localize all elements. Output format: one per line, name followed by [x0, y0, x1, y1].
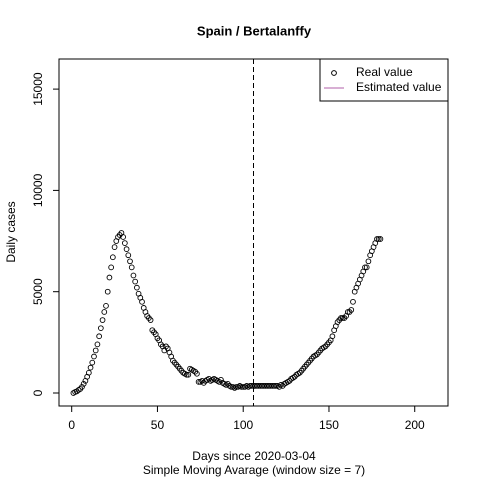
- point: [120, 234, 126, 240]
- point: [348, 307, 355, 313]
- point: [79, 384, 85, 390]
- point: [110, 254, 116, 261]
- point: [350, 298, 356, 305]
- legend-symbol: [331, 70, 337, 76]
- point: [106, 274, 113, 281]
- y-tick-label: 0: [31, 389, 45, 396]
- point: [194, 370, 200, 377]
- point: [89, 359, 96, 366]
- point: [375, 236, 382, 242]
- point: [134, 284, 140, 291]
- x-tick-label: 100: [233, 418, 253, 432]
- point: [127, 258, 133, 265]
- point: [329, 333, 336, 340]
- point: [128, 264, 135, 271]
- point: [98, 325, 104, 332]
- point: [87, 364, 94, 371]
- point: [365, 258, 372, 265]
- legend-label: Real value: [356, 65, 413, 79]
- point: [218, 376, 224, 383]
- point: [374, 236, 380, 242]
- point: [338, 315, 344, 321]
- point: [130, 272, 137, 279]
- point: [122, 240, 128, 246]
- point: [362, 264, 368, 271]
- point: [80, 381, 87, 387]
- point: [123, 246, 130, 253]
- point: [92, 347, 99, 354]
- point: [85, 369, 92, 376]
- point: [132, 278, 139, 285]
- point: [272, 383, 279, 389]
- point: [101, 309, 108, 315]
- point: [185, 371, 192, 378]
- point: [125, 252, 132, 259]
- y-tick-label: 5000: [31, 278, 45, 305]
- point: [238, 384, 245, 390]
- point: [363, 264, 370, 271]
- y-axis-label: Daily cases: [4, 201, 18, 262]
- y-tick-label: 10000: [31, 173, 45, 207]
- point: [139, 298, 145, 305]
- point: [271, 383, 277, 389]
- legend-label: Estimated value: [356, 80, 442, 94]
- point: [195, 379, 202, 385]
- point: [147, 317, 154, 323]
- point: [94, 341, 101, 348]
- x-tick-label: 150: [319, 418, 339, 432]
- point: [99, 317, 106, 323]
- point: [103, 303, 109, 309]
- x-tick-label: 0: [68, 418, 75, 432]
- legend-box: [319, 58, 449, 102]
- point: [111, 244, 118, 250]
- point: [183, 371, 190, 378]
- x-tick-label: 50: [151, 418, 165, 432]
- chart-title: Spain / Bertalanffy: [197, 23, 312, 38]
- x-axis-label: Days since 2020-03-04: [192, 449, 316, 463]
- x-tick-label: 200: [405, 418, 425, 432]
- point: [96, 333, 102, 340]
- point: [377, 236, 384, 242]
- point: [108, 264, 114, 271]
- y-tick-label: 15000: [31, 72, 45, 106]
- subtitle: Simple Moving Avarage (window size = 7): [143, 463, 365, 477]
- point: [104, 288, 111, 295]
- point: [91, 353, 97, 360]
